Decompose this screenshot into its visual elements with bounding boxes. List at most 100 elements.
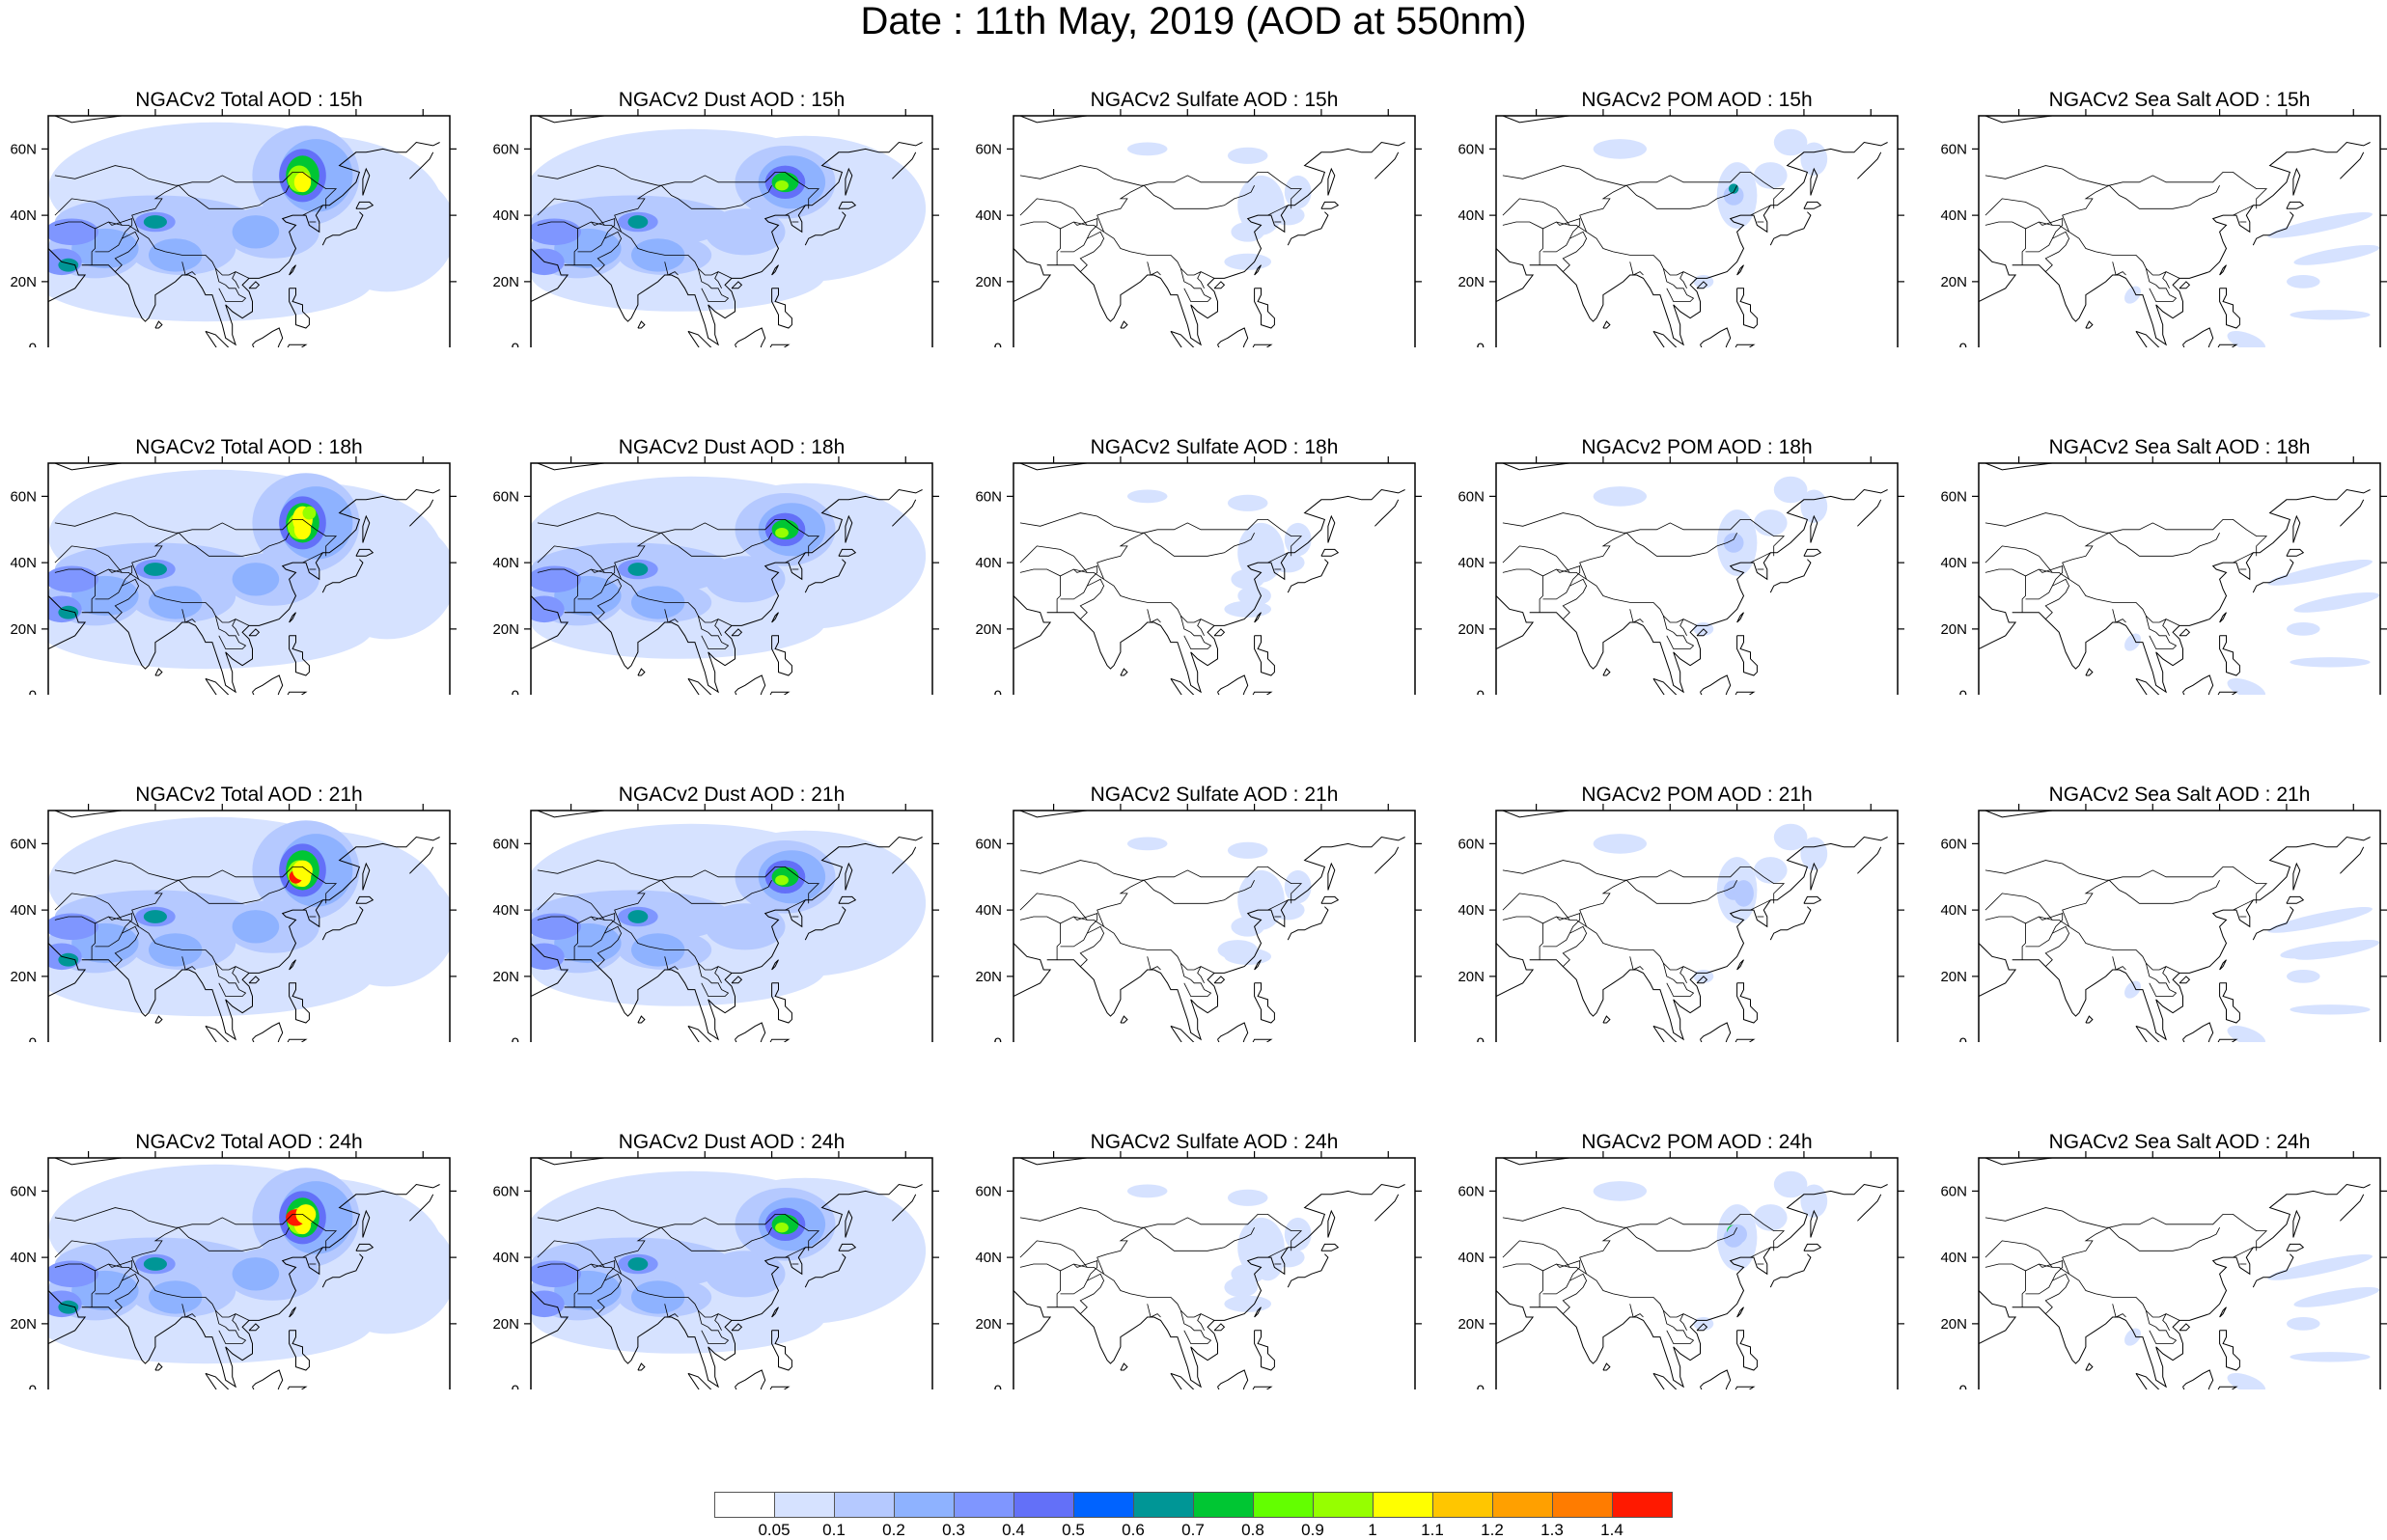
map-panel-sulfate-18h: NGACv2 Sulfate AOD : 18h60E80E100E120E14…	[965, 347, 1442, 695]
aod-region	[1224, 1295, 1271, 1312]
aod-map: 60E80E100E120E140E160E60N40N20N0	[10, 109, 457, 347]
aod-field	[1496, 116, 1898, 347]
map-frame	[530, 1157, 933, 1389]
colorbar-label: 0.2	[882, 1521, 905, 1539]
aod-region	[775, 528, 789, 538]
figure-title: Date : 11th May, 2019 (AOD at 550nm)	[860, 0, 1527, 42]
colorbar-swatch	[1073, 1492, 1134, 1518]
colorbar-swatch	[954, 1492, 1014, 1518]
aod-region	[1126, 837, 1168, 851]
panel-title: NGACv2 Sulfate AOD : 24h	[1090, 1131, 1339, 1153]
coastlines	[1013, 811, 1405, 1042]
map-panel-total-24h: NGACv2 Total AOD : 24h60E80E100E120E140E…	[0, 1042, 477, 1389]
aod-region	[2280, 941, 2360, 959]
coastlines	[1496, 463, 1888, 695]
panel-title: NGACv2 POM AOD : 18h	[1581, 436, 1813, 458]
aod-region	[1723, 533, 1744, 553]
map-panel-pom-21h: NGACv2 POM AOD : 21h60E80E100E120E140E16…	[1448, 695, 1925, 1042]
aod-colorbar: 0.05 0.1 0.2 0.3 0.4 0.5 0.6 0.7 0.8 0.9 1 1.1 1.2 1.…	[714, 1492, 1673, 1540]
lat-tick-label: 0	[1477, 1035, 1485, 1042]
panel-title: NGACv2 Total AOD : 15h	[135, 89, 363, 111]
aod-map: 60E80E100E120E140E160E60N40N20N0	[492, 804, 939, 1042]
aod-region	[1773, 823, 1808, 851]
lat-tick-label: 0	[29, 688, 37, 695]
aod-region	[232, 1257, 280, 1291]
aod-region	[1754, 509, 1788, 536]
lat-tick-label: 40N	[1940, 1250, 1967, 1266]
lat-tick-label: 40N	[1940, 902, 1967, 919]
lat-tick-label: 40N	[975, 1250, 1002, 1266]
aod-region	[627, 563, 649, 576]
aod-region	[2124, 980, 2141, 999]
aod-map: 60E80E100E120E140E160E60N40N20N0	[1457, 456, 1904, 695]
lat-tick-label: 20N	[492, 274, 519, 290]
aod-region	[2124, 1328, 2141, 1346]
aod-map: 60E80E100E120E140E160E60N40N20N0	[975, 1151, 1422, 1389]
aod-region	[531, 943, 565, 971]
aod-region	[1800, 489, 1828, 523]
lat-tick-label: 60N	[975, 488, 1002, 505]
colorbar-swatch	[1253, 1492, 1314, 1518]
panel-title: NGACv2 POM AOD : 21h	[1581, 784, 1813, 806]
map-panel-sulfate-15h: NGACv2 Sulfate AOD : 15h60E80E100E120E14…	[965, 0, 1442, 347]
aod-region	[2227, 1373, 2266, 1389]
lat-tick-label: 40N	[975, 207, 1002, 224]
aod-region	[48, 565, 98, 593]
map-frame	[47, 115, 451, 347]
aod-region	[48, 913, 98, 941]
lat-tick-label: 60N	[975, 1183, 1002, 1199]
map-frame	[1013, 810, 1416, 1042]
aod-region	[2290, 310, 2371, 320]
aod-region	[2267, 907, 2373, 933]
panel-title: NGACv2 Sea Salt AOD : 15h	[2048, 89, 2311, 111]
coastlines	[1979, 1158, 2371, 1389]
aod-region	[2124, 633, 2141, 651]
lat-tick-label: 20N	[1457, 274, 1485, 290]
aod-region	[1237, 586, 1271, 606]
panel-title: NGACv2 Sulfate AOD : 15h	[1090, 89, 1339, 111]
panel-title: NGACv2 Sea Salt AOD : 24h	[2048, 1131, 2311, 1153]
map-frame	[530, 115, 933, 347]
aod-map: 60E80E100E120E140E160E60N40N20N0	[1940, 109, 2387, 347]
panel-title: NGACv2 Dust AOD : 18h	[618, 436, 846, 458]
lat-tick-label: 0	[512, 341, 519, 347]
aod-region	[2124, 286, 2141, 304]
colorbar-swatch	[1432, 1492, 1493, 1518]
aod-map: 60E80E100E120E140E160E60N40N20N0	[1940, 1151, 2387, 1389]
aod-region	[1227, 841, 1268, 859]
aod-region	[1271, 899, 1305, 921]
map-panel-sulfate-21h: NGACv2 Sulfate AOD : 21h60E80E100E120E14…	[965, 695, 1442, 1042]
colorbar-label: 0.4	[1002, 1521, 1025, 1539]
aod-region	[1593, 486, 1647, 507]
aod-field	[48, 116, 450, 347]
aod-region	[292, 860, 313, 881]
coastlines	[1496, 811, 1888, 1042]
aod-map: 60E80E100E120E140E160E60N40N20N0	[975, 804, 1422, 1042]
lat-tick-label: 20N	[1940, 621, 1967, 638]
aod-region	[531, 913, 581, 941]
lat-tick-label: 20N	[10, 274, 37, 290]
lat-tick-label: 20N	[492, 969, 519, 985]
aod-region	[1728, 183, 1739, 194]
aod-region	[143, 910, 167, 923]
aod-region	[2287, 275, 2320, 289]
aod-region	[1727, 1224, 1747, 1245]
aod-region	[1800, 1184, 1828, 1218]
aod-region	[149, 586, 203, 619]
lat-tick-label: 60N	[10, 836, 37, 852]
aod-region	[1800, 837, 1828, 870]
lat-tick-label: 40N	[492, 1250, 519, 1266]
aod-region	[2267, 212, 2373, 238]
aod-region	[2290, 1004, 2371, 1015]
panel-title: NGACv2 Sea Salt AOD : 21h	[2048, 784, 2311, 806]
aod-region	[1227, 494, 1268, 511]
map-panel-dust-21h: NGACv2 Dust AOD : 21h60E80E100E120E140E1…	[483, 695, 959, 1042]
aod-region	[1723, 185, 1744, 206]
lat-tick-label: 60N	[1457, 1183, 1485, 1199]
aod-region	[631, 586, 685, 619]
aod-region	[1773, 128, 1808, 156]
aod-region	[322, 1214, 450, 1334]
colorbar-swatch	[714, 1492, 775, 1518]
aod-region	[1271, 205, 1305, 226]
map-panel-pom-18h: NGACv2 POM AOD : 18h60E80E100E120E140E16…	[1448, 347, 1925, 695]
